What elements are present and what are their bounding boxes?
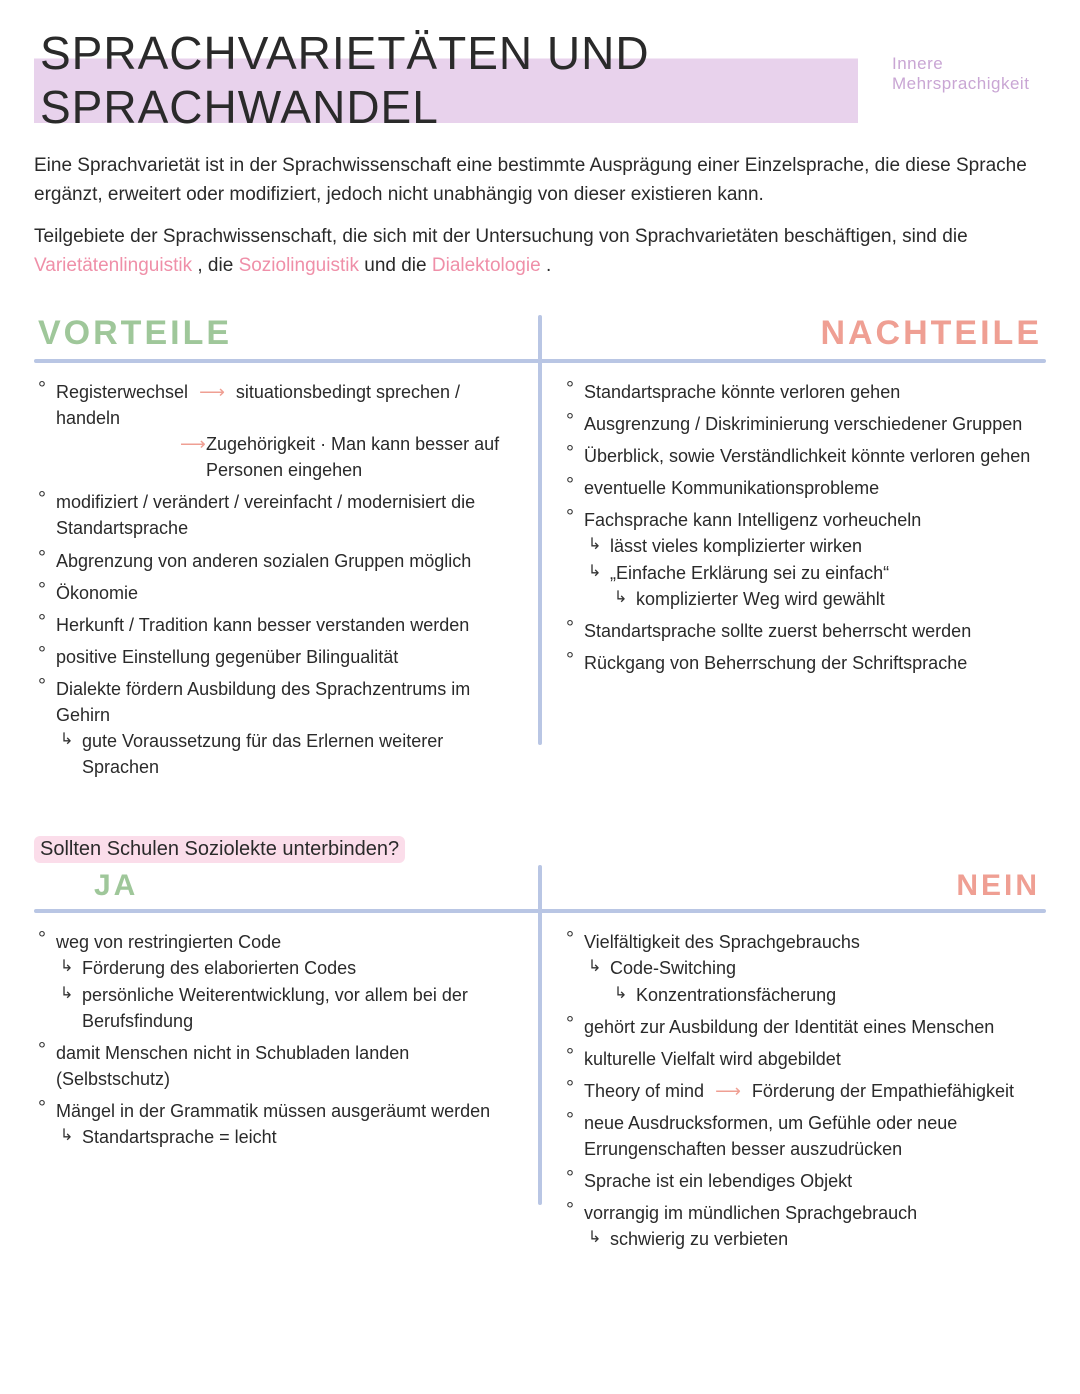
sub-item: Code-Switching <box>584 955 1042 981</box>
sub-item: Förderung des elaborierten Codes <box>56 955 520 981</box>
sub-item: gute Voraussetzung für das Erlernen weit… <box>56 728 520 780</box>
item-text: Fachsprache kann Intelligenz vorheucheln <box>584 510 921 530</box>
header-ja: JA <box>34 869 540 903</box>
compare-2-cross: weg von restringierten Code Förderung de… <box>34 909 1046 1268</box>
vorteile-list: Registerwechsel ⟶ situationsbedingt spre… <box>38 379 520 780</box>
item-text: Mängel in der Grammatik müssen ausgeräum… <box>56 1101 490 1121</box>
intro-paragraph-1: Eine Sprachvarietät ist in der Sprachwis… <box>34 152 1046 209</box>
arrow-icon: ⟶ <box>193 379 231 405</box>
keyword-varietaetenlinguistik: Varietätenlinguistik <box>34 255 192 276</box>
sub-item: persönliche Weiterentwicklung, vor allem… <box>56 982 520 1034</box>
ja-column: weg von restringierten Code Förderung de… <box>34 913 540 1268</box>
list-item: vorrangig im mündlichen Sprachgebrauch s… <box>566 1200 1042 1252</box>
keyword-dialektologie: Dialektologie <box>432 255 541 276</box>
list-item: Rückgang von Beherrschung der Schriftspr… <box>566 650 1042 676</box>
list-item: Standartsprache sollte zuerst beherrscht… <box>566 618 1042 644</box>
compare-block-1: VORTEILE NACHTEILE Registerwechsel ⟶ sit… <box>34 314 1046 796</box>
intro-p2-part-b: , die <box>197 255 238 276</box>
list-item: Überblick, sowie Verständlichkeit könnte… <box>566 443 1042 469</box>
ja-list: weg von restringierten Code Förderung de… <box>38 929 520 1150</box>
list-item: neue Ausdrucksformen, um Gefühle oder ne… <box>566 1110 1042 1162</box>
vertical-divider <box>538 865 542 1205</box>
vertical-divider <box>538 315 542 745</box>
arrow-icon: ⟶ <box>709 1078 747 1104</box>
list-item: Standartsprache könnte verloren gehen <box>566 379 1042 405</box>
sub-item: lässt vieles komplizierter wirken <box>584 533 1042 559</box>
sub-sub-item: komplizierter Weg wird gewählt <box>584 586 1042 612</box>
item-continuation: Förderung der Empathiefähigkeit <box>752 1081 1014 1101</box>
list-item: gehört zur Ausbildung der Identität eine… <box>566 1014 1042 1040</box>
indented-arrow-line: ⟶ Zugehörigkeit · Man kann besser auf Pe… <box>56 431 520 483</box>
list-item: Sprache ist ein lebendiges Objekt <box>566 1168 1042 1194</box>
list-item: positive Einstellung gegenüber Bilingual… <box>38 644 520 670</box>
list-item: Dialekte fördern Ausbildung des Sprachze… <box>38 676 520 780</box>
page-title: SPRACHVARIETÄTEN UND SPRACHWANDEL <box>34 26 858 134</box>
list-item: Vielfältigkeit des Sprachgebrauchs Code-… <box>566 929 1042 1007</box>
item-text: Dialekte fördern Ausbildung des Sprachze… <box>56 679 470 725</box>
keyword-soziolinguistik: Soziolinguistik <box>239 255 359 276</box>
sub-item: „Einfache Erklärung sei zu einfach“ <box>584 560 1042 586</box>
list-item: Herkunft / Tradition kann besser verstan… <box>38 612 520 638</box>
header-nachteile: NACHTEILE <box>540 314 1046 353</box>
intro-paragraph-2: Teilgebiete der Sprachwissenschaft, die … <box>34 223 1046 280</box>
list-item: Registerwechsel ⟶ situationsbedingt spre… <box>38 379 520 483</box>
title-row: SPRACHVARIETÄTEN UND SPRACHWANDEL Innere… <box>34 26 1046 134</box>
list-item: Fachsprache kann Intelligenz vorheucheln… <box>566 507 1042 611</box>
page-subtitle: Innere Mehrsprachigkeit <box>892 54 1046 94</box>
item-text: Vielfältigkeit des Sprachgebrauchs <box>584 932 860 952</box>
arrow-icon: ⟶ <box>174 431 212 457</box>
compare-block-2: JA NEIN weg von restringierten Code Förd… <box>34 869 1046 1268</box>
list-item: Ausgrenzung / Diskriminierung verschiede… <box>566 411 1042 437</box>
item-text: weg von restringierten Code <box>56 932 281 952</box>
intro-p2-part-d: . <box>546 255 551 276</box>
item-text: vorrangig im mündlichen Sprachgebrauch <box>584 1203 917 1223</box>
vorteile-column: Registerwechsel ⟶ situationsbedingt spre… <box>34 363 540 796</box>
list-item: damit Menschen nicht in Schubladen lande… <box>38 1040 520 1092</box>
item-text: Registerwechsel <box>56 382 188 402</box>
list-item: modifiziert / verändert / vereinfacht / … <box>38 489 520 541</box>
header-nein: NEIN <box>540 869 1046 903</box>
intro-p2-part-a: Teilgebiete der Sprachwissenschaft, die … <box>34 226 968 247</box>
study-notes-page: SPRACHVARIETÄTEN UND SPRACHWANDEL Innere… <box>0 0 1080 1394</box>
sub-item: Standartsprache = leicht <box>56 1124 520 1150</box>
item-continuation: Zugehörigkeit · Man kann besser auf Pers… <box>206 434 499 480</box>
header-vorteile: VORTEILE <box>34 314 540 353</box>
list-item: Theory of mind ⟶ Förderung der Empathief… <box>566 1078 1042 1104</box>
list-item: eventuelle Kommunikationsprobleme <box>566 475 1042 501</box>
nein-column: Vielfältigkeit des Sprachgebrauchs Code-… <box>540 913 1046 1268</box>
discussion-question: Sollten Schulen Soziolekte unterbinden? <box>34 836 405 863</box>
item-text: Theory of mind <box>584 1081 704 1101</box>
list-item: kulturelle Vielfalt wird abgebildet <box>566 1046 1042 1072</box>
compare-1-cross: Registerwechsel ⟶ situationsbedingt spre… <box>34 359 1046 796</box>
list-item: Ökonomie <box>38 580 520 606</box>
list-item: Mängel in der Grammatik müssen ausgeräum… <box>38 1098 520 1150</box>
sub-sub-item: Konzentrationsfächerung <box>584 982 1042 1008</box>
nachteile-list: Standartsprache könnte verloren gehen Au… <box>566 379 1042 676</box>
sub-item: schwierig zu verbieten <box>584 1226 1042 1252</box>
list-item: Abgrenzung von anderen sozialen Gruppen … <box>38 548 520 574</box>
intro-section: Eine Sprachvarietät ist in der Sprachwis… <box>34 152 1046 280</box>
intro-p2-part-c: und die <box>364 255 432 276</box>
question-row: Sollten Schulen Soziolekte unterbinden? <box>34 836 1046 863</box>
nein-list: Vielfältigkeit des Sprachgebrauchs Code-… <box>566 929 1042 1252</box>
list-item: weg von restringierten Code Förderung de… <box>38 929 520 1033</box>
nachteile-column: Standartsprache könnte verloren gehen Au… <box>540 363 1046 796</box>
